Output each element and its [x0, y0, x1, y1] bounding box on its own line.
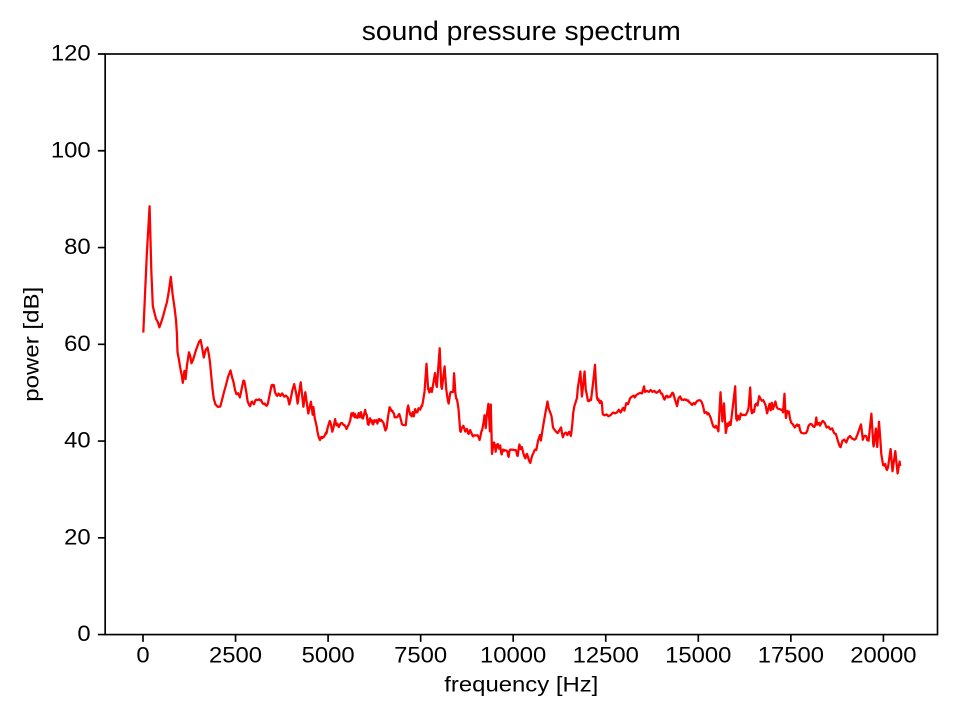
svg-text:0: 0 — [77, 621, 90, 646]
svg-text:2500: 2500 — [209, 642, 262, 667]
svg-text:sound pressure spectrum: sound pressure spectrum — [362, 16, 681, 46]
svg-text:power [dB]: power [dB] — [19, 287, 44, 402]
svg-text:20: 20 — [64, 524, 91, 549]
svg-text:40: 40 — [64, 428, 91, 453]
svg-text:10000: 10000 — [480, 642, 546, 667]
svg-text:80: 80 — [64, 234, 91, 259]
svg-text:12500: 12500 — [573, 642, 639, 667]
svg-text:frequency [Hz]: frequency [Hz] — [444, 671, 598, 696]
svg-text:100: 100 — [51, 137, 91, 162]
svg-text:17500: 17500 — [758, 642, 824, 667]
svg-text:20000: 20000 — [850, 642, 916, 667]
svg-text:60: 60 — [64, 331, 91, 356]
svg-text:0: 0 — [136, 642, 149, 667]
svg-text:120: 120 — [51, 41, 91, 66]
svg-text:5000: 5000 — [302, 642, 355, 667]
svg-text:7500: 7500 — [394, 642, 447, 667]
svg-text:15000: 15000 — [665, 642, 731, 667]
